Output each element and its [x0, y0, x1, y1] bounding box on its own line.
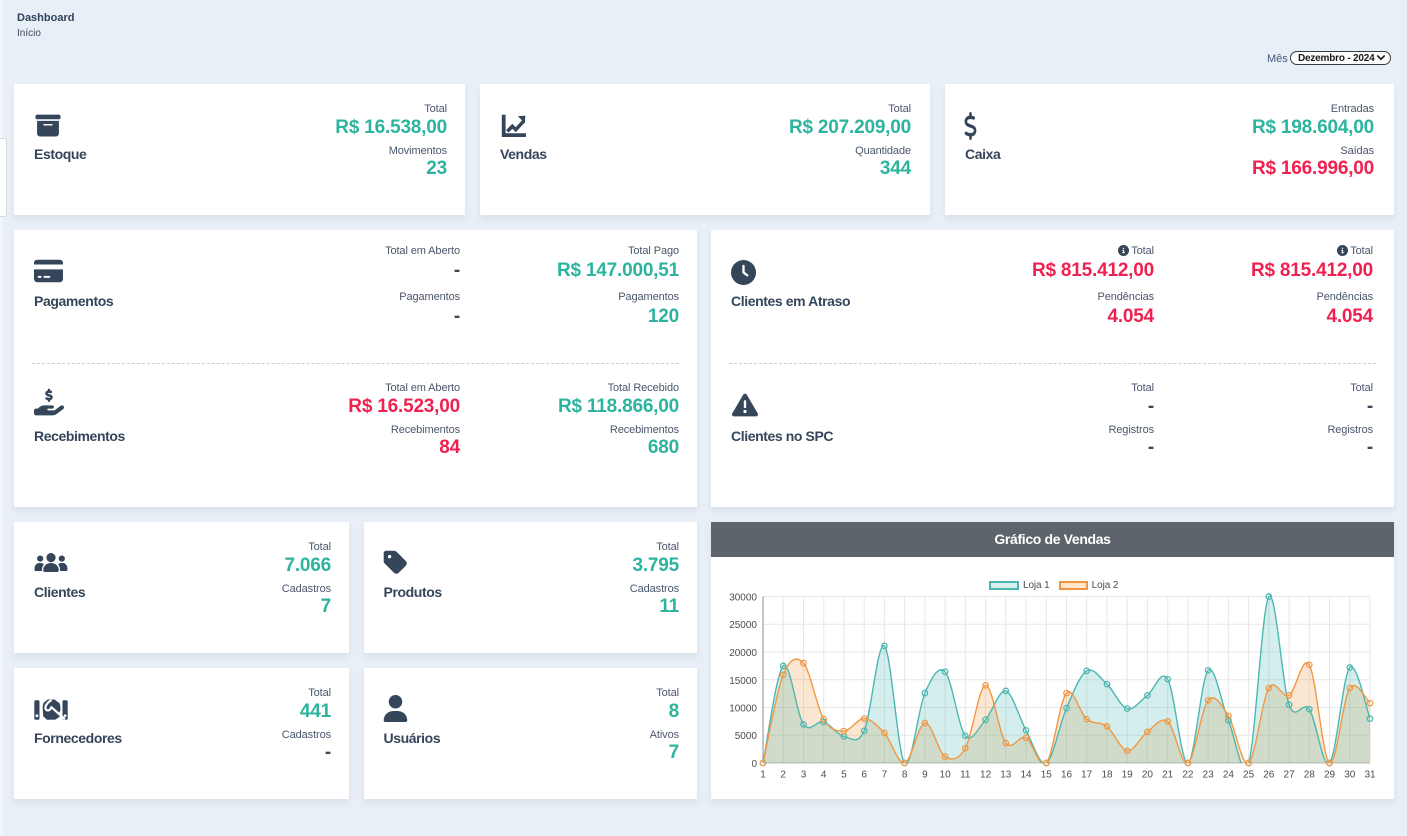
svg-text:5000: 5000: [735, 731, 758, 742]
svg-text:21: 21: [1162, 770, 1174, 781]
svg-text:4: 4: [821, 770, 827, 781]
svg-text:25000: 25000: [729, 620, 757, 631]
svg-text:29: 29: [1324, 770, 1336, 781]
svg-text:7: 7: [882, 770, 888, 781]
svg-text:24: 24: [1223, 770, 1235, 781]
svg-text:28: 28: [1304, 770, 1316, 781]
svg-text:5: 5: [841, 770, 847, 781]
svg-text:19: 19: [1122, 770, 1134, 781]
svg-text:30000: 30000: [729, 593, 757, 604]
svg-text:6: 6: [861, 770, 867, 781]
svg-text:3: 3: [801, 770, 807, 781]
svg-text:31: 31: [1364, 770, 1376, 781]
svg-text:18: 18: [1101, 770, 1113, 781]
svg-text:27: 27: [1284, 770, 1296, 781]
svg-text:20000: 20000: [729, 648, 757, 659]
svg-text:16: 16: [1061, 770, 1073, 781]
svg-text:20: 20: [1142, 770, 1154, 781]
svg-text:26: 26: [1263, 770, 1275, 781]
svg-text:2: 2: [780, 770, 786, 781]
svg-text:1: 1: [760, 770, 766, 781]
svg-text:12: 12: [980, 770, 992, 781]
svg-text:0: 0: [751, 759, 757, 770]
svg-text:25: 25: [1243, 770, 1255, 781]
svg-text:10000: 10000: [729, 704, 757, 715]
svg-text:30: 30: [1344, 770, 1356, 781]
svg-text:22: 22: [1182, 770, 1194, 781]
svg-text:13: 13: [1000, 770, 1012, 781]
svg-text:15: 15: [1041, 770, 1053, 781]
svg-text:14: 14: [1020, 770, 1032, 781]
svg-text:8: 8: [902, 770, 908, 781]
svg-text:15000: 15000: [729, 676, 757, 687]
svg-text:23: 23: [1203, 770, 1215, 781]
svg-text:9: 9: [922, 770, 928, 781]
svg-text:10: 10: [940, 770, 952, 781]
svg-text:17: 17: [1081, 770, 1093, 781]
svg-text:11: 11: [960, 770, 971, 781]
